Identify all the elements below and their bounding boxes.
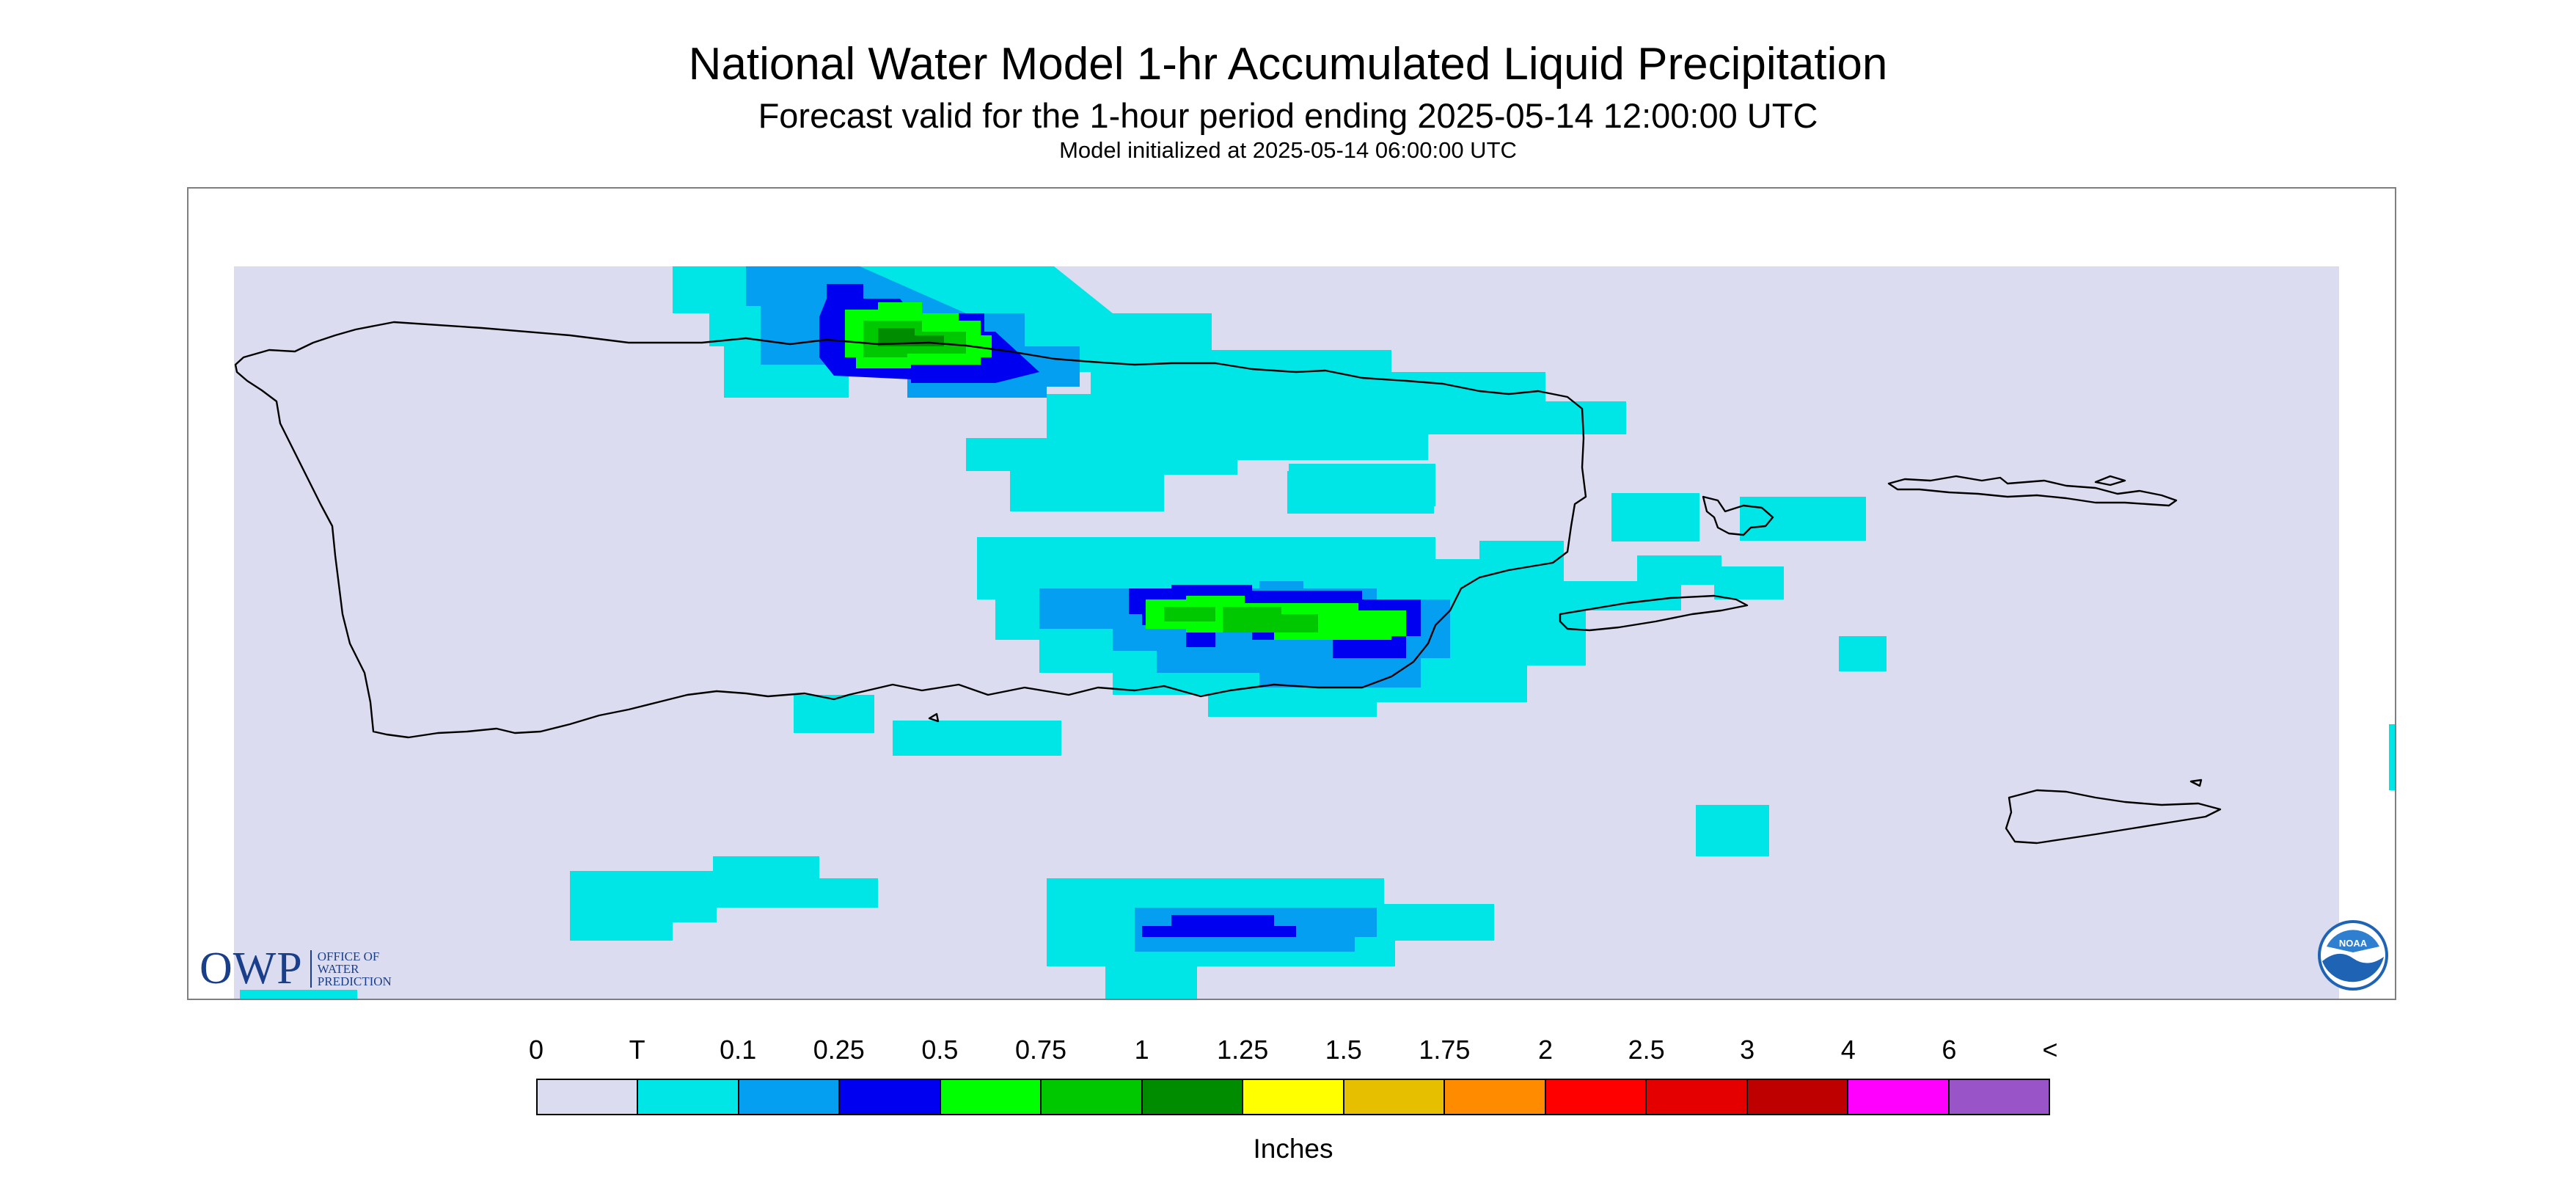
coastlines <box>234 321 2222 845</box>
noaa-logo: NOAA <box>2318 920 2388 991</box>
legend-tick-label: 1.25 <box>1217 1035 1269 1065</box>
colorbar-swatch <box>1042 1080 1143 1114</box>
colorbar-swatch <box>638 1080 739 1114</box>
colorbar-swatch <box>940 1080 1042 1114</box>
legend-tick-label: 4 <box>1840 1035 1856 1065</box>
legend-tick-label: 2 <box>1537 1035 1554 1065</box>
legend-tick-label: 2.5 <box>1628 1035 1665 1065</box>
colorbar-swatch <box>1848 1080 1950 1114</box>
owp-subtext-line: PREDICTION <box>317 974 392 988</box>
st-thomas-coastline <box>1887 475 2178 507</box>
colorbar-swatch <box>739 1080 841 1114</box>
legend-tick-label: T <box>629 1035 645 1065</box>
legend-tick-label: 1.5 <box>1325 1035 1362 1065</box>
noaa-logo-text: NOAA <box>2339 938 2368 949</box>
precip-1.0-areas <box>878 328 944 346</box>
islet-coastline-1 <box>928 712 940 723</box>
map-title: National Water Model 1-hr Accumulated Li… <box>688 39 1888 90</box>
legend-tick-label: 0.1 <box>720 1035 757 1065</box>
legend-tick-label: < <box>2042 1035 2058 1065</box>
legend-tick-label: 1 <box>1134 1035 1149 1065</box>
owp-subtext-line: OFFICE OF <box>317 949 380 963</box>
map-canvas <box>234 266 2395 999</box>
colorbar-swatch <box>1344 1080 1446 1114</box>
owp-subtext-line: WATER <box>317 961 359 976</box>
vieques-coastline <box>1559 594 1749 632</box>
colorbar-swatch <box>1747 1080 1849 1114</box>
legend-tick-label: 0.75 <box>1014 1035 1067 1065</box>
st-john-coastline <box>2094 475 2126 486</box>
colorbar-swatch <box>538 1080 639 1114</box>
owp-logo-subtext: OFFICE OF WATER PREDICTION <box>310 949 392 988</box>
st-croix-coastline <box>2005 789 2222 845</box>
owp-logo-text: OWP <box>200 943 303 993</box>
colorbar-swatch <box>840 1080 941 1114</box>
legend-units-label: Inches <box>1253 1134 1333 1164</box>
legend-tick-label: 0 <box>528 1035 544 1065</box>
colorbar-swatch <box>1949 1080 2049 1114</box>
islet-coastline-2 <box>2189 779 2203 787</box>
legend-tick-label: 0.25 <box>813 1035 865 1065</box>
model-init-line: Model initialized at 2025-05-14 06:00:00… <box>1059 137 1517 163</box>
owp-logo: OWP OFFICE OF WATER PREDICTION <box>200 944 392 993</box>
colorbar-swatch <box>1243 1080 1344 1114</box>
legend-tick-label: 0.5 <box>921 1035 959 1065</box>
puerto-rico-coastline <box>234 321 1587 739</box>
color-legend: 0 T 0.1 0.25 0.5 0.75 1 1.25 1.5 1.75 2 2.5 3 4 6 < Inc… <box>529 1035 2058 1196</box>
legend-tick-label: 3 <box>1740 1035 1755 1065</box>
colorbar <box>536 1079 2050 1115</box>
colorbar-swatch <box>1647 1080 1748 1114</box>
culebra-coastline <box>1702 495 1774 536</box>
forecast-valid-subtitle: Forecast valid for the 1-hour period end… <box>758 96 1818 135</box>
legend-tick-label: 6 <box>1942 1035 1957 1065</box>
colorbar-swatch <box>1445 1080 1546 1114</box>
legend-tick-label: 1.75 <box>1419 1035 1471 1065</box>
colorbar-swatch <box>1142 1080 1244 1114</box>
colorbar-swatch <box>1545 1080 1647 1114</box>
precipitation-map <box>187 187 2396 1000</box>
